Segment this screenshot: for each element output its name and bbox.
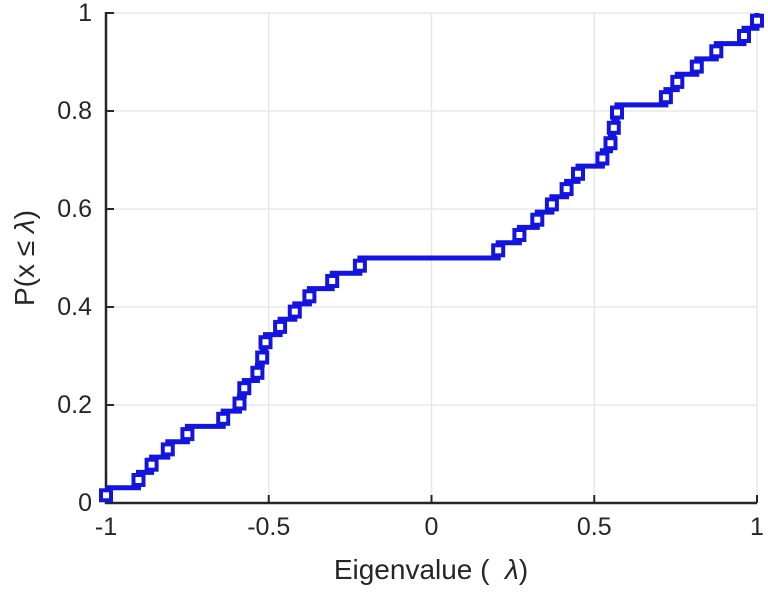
data-point-marker — [544, 197, 559, 212]
data-point-marker — [559, 182, 574, 197]
data-point-marker — [255, 350, 270, 365]
data-point-marker — [216, 411, 231, 426]
data-point-marker — [180, 427, 195, 442]
data-point-marker — [250, 365, 265, 380]
data-point-marker — [131, 473, 146, 487]
data-point-marker — [232, 396, 247, 411]
data-point-marker — [737, 29, 751, 43]
data-point-marker — [709, 44, 724, 59]
data-point-marker — [144, 457, 159, 472]
data-point-marker — [603, 136, 618, 151]
data-point-marker — [658, 90, 673, 105]
data-point-marker — [530, 212, 545, 227]
data-point-marker — [670, 74, 685, 89]
data-point-marker — [160, 442, 175, 457]
data-point-marker — [750, 13, 764, 28]
data-point-marker — [606, 120, 621, 135]
data-point-marker — [610, 105, 624, 120]
data-point-marker — [571, 166, 585, 181]
data-point-marker — [287, 304, 302, 319]
data-point-marker — [512, 228, 527, 242]
data-point-marker — [352, 258, 367, 273]
data-point-marker — [99, 488, 113, 503]
data-point-marker — [273, 319, 288, 334]
data-point-marker — [595, 151, 610, 166]
data-point-marker — [491, 243, 506, 258]
data-point-marker — [302, 289, 317, 304]
data-point-marker — [689, 59, 704, 74]
data-point-marker — [237, 381, 252, 396]
data-point-marker — [258, 335, 273, 350]
data-point-marker — [325, 274, 340, 288]
